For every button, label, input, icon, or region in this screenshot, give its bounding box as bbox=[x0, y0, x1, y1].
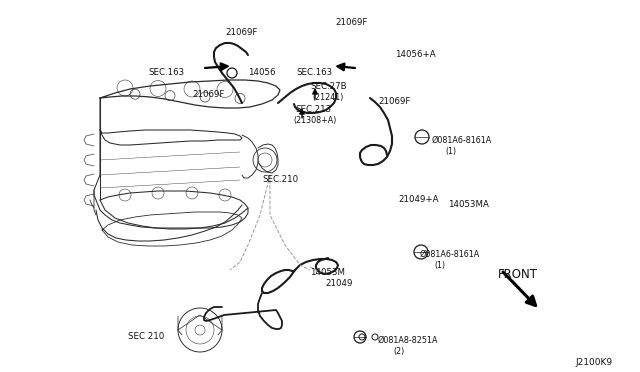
Text: Ø081A6-8161A: Ø081A6-8161A bbox=[420, 250, 480, 259]
Text: (1): (1) bbox=[434, 261, 445, 270]
Text: SEC 210: SEC 210 bbox=[128, 332, 164, 341]
Text: SEC.163: SEC.163 bbox=[148, 68, 184, 77]
Text: (1): (1) bbox=[445, 147, 456, 156]
Text: 14056+A: 14056+A bbox=[395, 50, 436, 59]
Text: 21049: 21049 bbox=[325, 279, 353, 288]
Text: 21069F: 21069F bbox=[335, 18, 367, 27]
Text: (21308+A): (21308+A) bbox=[293, 116, 337, 125]
Text: Ø081A8-8251A: Ø081A8-8251A bbox=[378, 336, 438, 345]
Text: SEC.210: SEC.210 bbox=[262, 175, 298, 184]
Text: 21069F: 21069F bbox=[225, 28, 257, 37]
Text: FRONT: FRONT bbox=[498, 268, 538, 281]
Text: 21049+A: 21049+A bbox=[398, 195, 438, 204]
Text: (21241): (21241) bbox=[312, 93, 344, 102]
Text: SEC.163: SEC.163 bbox=[296, 68, 332, 77]
Text: 21069F: 21069F bbox=[378, 97, 410, 106]
Text: 21069F: 21069F bbox=[192, 90, 225, 99]
Text: 14053M: 14053M bbox=[310, 268, 345, 277]
Text: SEC.27B: SEC.27B bbox=[310, 82, 347, 91]
Text: J2100K9: J2100K9 bbox=[575, 358, 612, 367]
Text: 14056: 14056 bbox=[248, 68, 275, 77]
Text: Ø081A6-8161A: Ø081A6-8161A bbox=[432, 136, 492, 145]
Text: 14053MA: 14053MA bbox=[448, 200, 489, 209]
Text: (2): (2) bbox=[393, 347, 404, 356]
Text: SEC.213: SEC.213 bbox=[295, 105, 331, 114]
